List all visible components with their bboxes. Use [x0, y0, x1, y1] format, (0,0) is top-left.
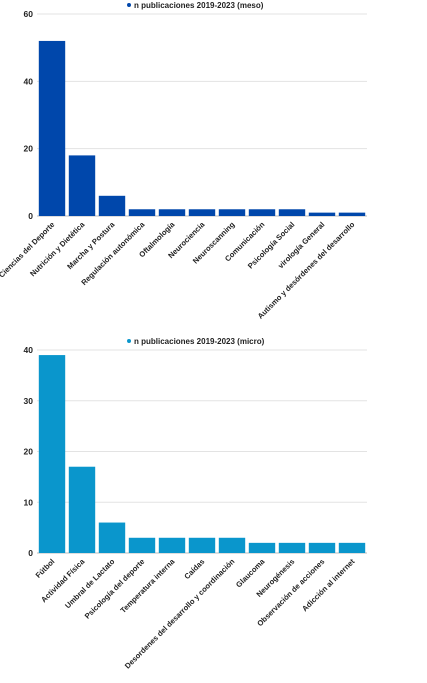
bar	[38, 40, 66, 216]
bar	[188, 209, 216, 216]
bar	[248, 542, 276, 553]
bar	[218, 209, 246, 216]
category-label: Adicción al internet	[300, 557, 357, 614]
bar	[128, 209, 156, 216]
bar	[158, 209, 186, 216]
legend-label: n publicaciones 2019-2023 (micro)	[134, 337, 265, 346]
legend-marker	[127, 3, 131, 7]
bar	[278, 542, 306, 553]
y-tick-label: 10	[24, 497, 34, 507]
bar	[98, 522, 126, 553]
bar	[278, 209, 306, 216]
bar	[218, 537, 246, 553]
category-label: Fútbol	[34, 557, 57, 580]
bar	[128, 537, 156, 553]
category-label: Temperatura interna	[119, 557, 177, 615]
legend-marker	[127, 339, 131, 343]
y-tick-label: 20	[24, 447, 34, 457]
y-tick-label: 30	[24, 396, 34, 406]
bar	[308, 542, 336, 553]
y-tick-label: 60	[24, 9, 34, 19]
y-tick-label: 0	[28, 548, 33, 558]
meso-publications-chart: n publicaciones 2019-2023 (meso)0204060C…	[0, 1, 367, 321]
bar	[38, 355, 66, 553]
micro-publications-chart: n publicaciones 2019-2023 (micro) 0 10 20 30…	[24, 337, 367, 671]
y-tick-label: 40	[24, 76, 34, 86]
bar	[248, 209, 276, 216]
legend-label: n publicaciones 2019-2023 (meso)	[134, 1, 264, 10]
category-label: Desordenes del desarrollo y coordinación	[123, 557, 237, 671]
bar	[68, 155, 96, 216]
bar	[338, 542, 366, 553]
y-tick-label: 20	[24, 144, 34, 154]
bar	[188, 537, 216, 553]
chart-legend: n publicaciones 2019-2023 (micro)	[127, 337, 265, 346]
chart-legend: n publicaciones 2019-2023 (meso)	[127, 1, 264, 10]
bar	[98, 195, 126, 216]
category-label: Nutrición y Dietética	[28, 220, 87, 279]
bar	[338, 212, 366, 216]
bar	[308, 212, 336, 216]
y-tick-label: 0	[28, 211, 33, 221]
bar	[158, 537, 186, 553]
bar	[68, 466, 96, 553]
y-tick-label: 40	[24, 345, 34, 355]
category-label: Caídas	[182, 557, 206, 581]
